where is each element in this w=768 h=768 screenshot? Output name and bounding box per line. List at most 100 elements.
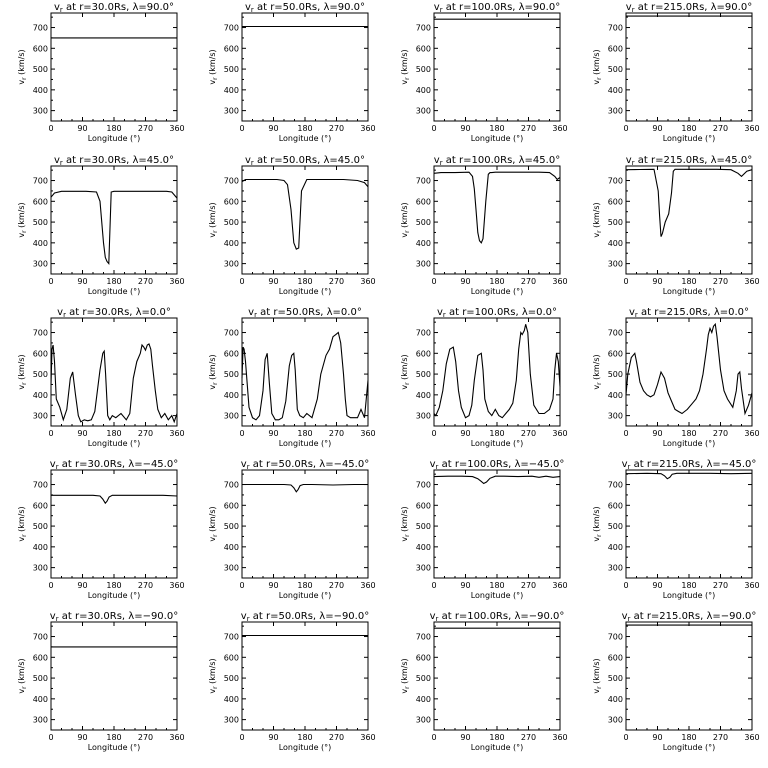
ylabel-subscript: r — [212, 77, 219, 80]
chart-panel: vr at r=30.0Rs, λ=−90.0°0 90 180 270 3603004… — [17, 611, 185, 752]
ylabel-symbol: v — [208, 689, 217, 694]
x-tick-label: 180 — [681, 581, 696, 590]
x-axis-label: Longitude (°) — [279, 743, 332, 752]
y-tick-label: 600 — [608, 197, 623, 206]
y-tick-label: 400 — [33, 391, 48, 400]
title-subscript: r — [247, 463, 250, 471]
title-text: at r=30.0Rs, λ=−90.0° — [59, 611, 179, 622]
y-tick-label: 700 — [33, 24, 48, 33]
title-symbol: v — [245, 155, 251, 166]
panel-title: vr at r=215.0Rs, λ=0.0° — [629, 307, 749, 319]
y-tick-label: 600 — [33, 349, 48, 358]
x-tick-label: 180 — [297, 581, 312, 590]
y-tick-label: 300 — [608, 716, 623, 725]
x-tick-label: 180 — [681, 277, 696, 286]
ylabel-subscript: r — [404, 686, 411, 689]
x-axis-label: Longitude (°) — [88, 134, 141, 143]
x-tick-label: 90 — [460, 581, 470, 590]
x-tick-label: 360 — [744, 429, 759, 438]
ylabel-symbol: v — [208, 233, 217, 238]
plot-frame — [625, 317, 753, 427]
chart-panel: vr at r=30.0Rs, λ=−45.0°0 90 180 270 3603004… — [17, 459, 185, 600]
series-line — [625, 472, 753, 480]
ylabel-symbol: v — [592, 233, 601, 238]
title-text: at r=215.0Rs, λ=−45.0° — [630, 459, 756, 470]
y-tick-label: 600 — [608, 349, 623, 358]
x-tick-label: 0 — [239, 733, 244, 742]
title-symbol: v — [434, 2, 440, 13]
y-tick-label: 300 — [416, 412, 431, 421]
plot-frame — [433, 165, 561, 275]
x-tick-label: 360 — [552, 733, 567, 742]
ylabel-text: (km/s) — [208, 202, 217, 230]
title-subscript: r — [251, 6, 254, 14]
y-tick-label: 500 — [416, 370, 431, 379]
title-symbol: v — [626, 155, 632, 166]
ylabel-text: (km/s) — [400, 49, 409, 77]
title-subscript: r — [632, 159, 635, 167]
y-tick-label: 500 — [608, 65, 623, 74]
y-tick-label: 500 — [416, 674, 431, 683]
x-tick-label: 180 — [489, 277, 504, 286]
title-subscript: r — [632, 6, 635, 14]
x-tick-label: 90 — [652, 733, 662, 742]
x-tick-label: 270 — [138, 581, 153, 590]
title-subscript: r — [443, 311, 446, 319]
y-tick-label: 400 — [608, 391, 623, 400]
title-symbol: v — [50, 611, 56, 622]
x-tick-label: 270 — [713, 277, 728, 286]
x-axis-label: Longitude (°) — [279, 134, 332, 143]
x-tick-label: 90 — [652, 124, 662, 133]
ylabel-text: (km/s) — [400, 354, 409, 382]
x-axis-label: Longitude (°) — [88, 591, 141, 600]
x-tick-label: 180 — [297, 429, 312, 438]
ylabel-symbol: v — [400, 385, 409, 390]
x-tick-label: 270 — [713, 581, 728, 590]
ylabel-text: (km/s) — [17, 354, 26, 382]
panel-title: vr at r=100.0Rs, λ=90.0° — [434, 2, 560, 14]
x-tick-label: 180 — [106, 124, 121, 133]
title-subscript: r — [60, 159, 63, 167]
y-axis-label: vr (km/s) — [208, 354, 219, 389]
y-tick-label: 300 — [224, 107, 239, 116]
plot-frame — [241, 621, 369, 731]
y-axis-label: vr (km/s) — [592, 49, 603, 84]
x-axis-label: Longitude (°) — [88, 287, 141, 296]
chart-panel: vr at r=100.0Rs, λ=90.0°0 90 180 270 3603004… — [400, 2, 568, 143]
y-tick-label: 400 — [33, 239, 48, 248]
chart-panel: vr at r=215.0Rs, λ=−45.0°0 90 180 270 360300… — [592, 459, 760, 600]
y-tick-label: 300 — [224, 260, 239, 269]
x-tick-label: 270 — [713, 124, 728, 133]
y-tick-label: 300 — [33, 412, 48, 421]
x-tick-label: 180 — [681, 429, 696, 438]
y-tick-label: 400 — [608, 695, 623, 704]
ylabel-text: (km/s) — [592, 506, 601, 534]
y-tick-label: 300 — [608, 412, 623, 421]
x-tick-label: 0 — [623, 429, 628, 438]
series-line — [433, 324, 561, 419]
x-tick-label: 0 — [48, 581, 53, 590]
y-axis-label: vr (km/s) — [17, 354, 28, 389]
y-tick-label: 700 — [224, 633, 239, 642]
y-tick-label: 400 — [224, 695, 239, 704]
y-tick-label: 600 — [33, 653, 48, 662]
ylabel-symbol: v — [208, 385, 217, 390]
ylabel-subscript: r — [596, 382, 603, 385]
y-axis-label: vr (km/s) — [17, 202, 28, 237]
title-symbol: v — [245, 2, 251, 13]
plot-frame — [625, 469, 753, 579]
x-tick-label: 0 — [431, 277, 436, 286]
y-tick-label: 400 — [416, 391, 431, 400]
y-tick-label: 300 — [608, 564, 623, 573]
x-tick-label: 360 — [552, 277, 567, 286]
series-line — [242, 483, 368, 493]
x-axis-label: Longitude (°) — [471, 134, 524, 143]
y-tick-label: 500 — [608, 218, 623, 227]
y-tick-label: 600 — [224, 197, 239, 206]
chart-panel: vr at r=30.0Rs, λ=0.0°0 90 180 270 360300400… — [17, 307, 185, 448]
x-tick-label: 360 — [552, 581, 567, 590]
x-tick-label: 0 — [623, 733, 628, 742]
y-tick-label: 600 — [224, 349, 239, 358]
panel-title: vr at r=50.0Rs, λ=−90.0° — [241, 611, 369, 623]
y-tick-label: 600 — [608, 653, 623, 662]
